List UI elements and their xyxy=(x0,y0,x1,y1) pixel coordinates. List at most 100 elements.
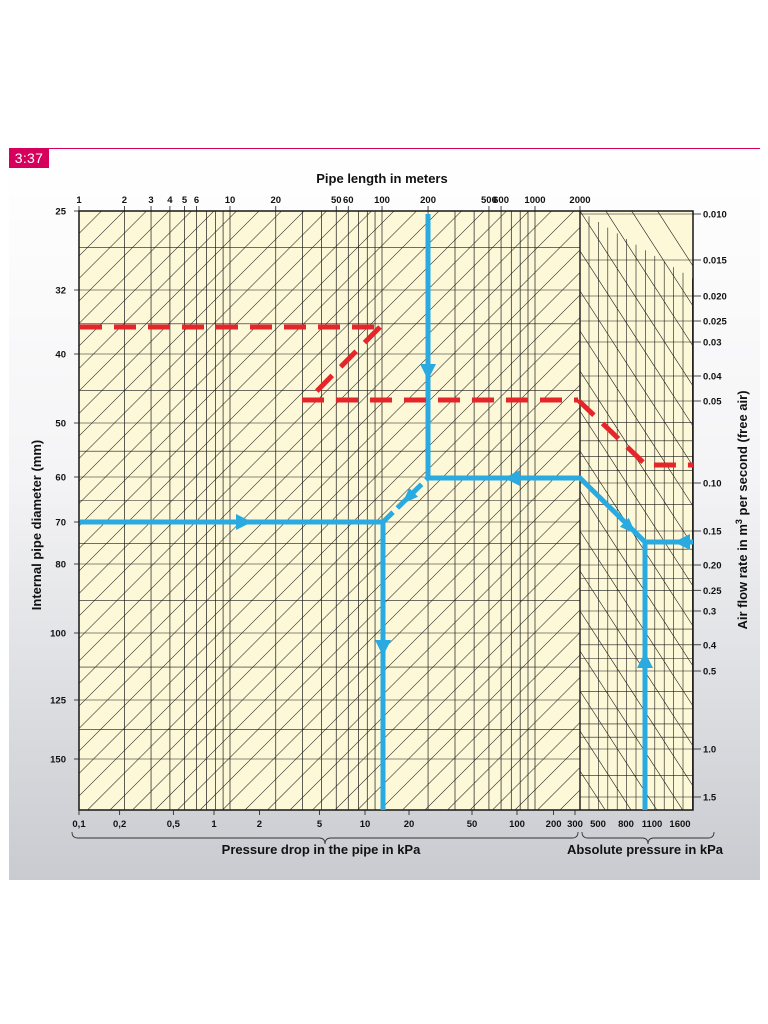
grid-line-diagonal xyxy=(199,429,580,810)
tick-label-pressure-drop: 0,2 xyxy=(113,819,126,830)
grid-line-diagonal-right xyxy=(580,290,693,467)
grid-line-diagonal xyxy=(79,211,507,639)
tick-label-length: 2000 xyxy=(569,195,590,206)
grid-line-diagonal xyxy=(79,211,170,302)
grid-line-diagonal-right xyxy=(580,330,693,507)
tick-label-abs-pressure: 1600 xyxy=(669,819,690,830)
tick-label-pressure-drop: 100 xyxy=(509,819,525,830)
tick-label-flow: 1.5 xyxy=(703,793,717,804)
grid-line-diagonal xyxy=(334,564,580,810)
tick-label-length: 2 xyxy=(122,195,127,206)
tick-label-pressure-drop: 200 xyxy=(546,819,562,830)
grid-line-diagonal xyxy=(79,227,580,729)
grid-frame xyxy=(78,210,694,811)
grid-line-diagonal xyxy=(79,211,282,414)
grid-line-diagonal xyxy=(79,211,192,324)
grid-line-diagonal xyxy=(244,474,580,810)
grid-background xyxy=(78,210,694,811)
grid-line-diagonal xyxy=(312,542,580,810)
tick-label-flow: 0.10 xyxy=(703,479,722,490)
grid-line-diagonal xyxy=(79,211,395,527)
grid-line-diagonal xyxy=(79,211,350,482)
tick-label-pressure-drop: 20 xyxy=(404,819,415,830)
blue-arrow-up-abs xyxy=(637,652,653,668)
grid-line-diagonal-right xyxy=(580,650,684,810)
grid-line-diagonal xyxy=(79,249,580,752)
grid-line-diagonal xyxy=(424,654,580,810)
grid-line-diagonal xyxy=(79,211,462,594)
brace-pressure-drop xyxy=(71,831,579,845)
grid-line-diagonal xyxy=(79,211,215,347)
tick-label-abs-pressure: 1100 xyxy=(642,819,663,830)
grid-line-diagonal xyxy=(79,211,440,572)
tick-label-flow: 0.025 xyxy=(703,317,727,328)
tick-label-diameter: 80 xyxy=(55,560,66,571)
tick-label-diameter: 40 xyxy=(55,350,66,361)
figure-number-badge: 3:37 xyxy=(9,149,49,168)
blue-arrow-down-pressure xyxy=(375,640,391,656)
tick-label-pressure-drop: 0,5 xyxy=(167,819,181,830)
tick-label-diameter: 25 xyxy=(55,207,66,218)
y-axis-label-right-sup: 3 xyxy=(734,519,744,524)
grid-line-diagonal xyxy=(447,677,580,810)
tick-label-flow: 0.015 xyxy=(703,256,727,267)
grid-line-diagonal xyxy=(79,211,552,684)
grid-line-diagonal xyxy=(379,609,580,810)
grid-line-diagonal xyxy=(79,211,260,392)
tick-label-length: 60 xyxy=(343,195,354,206)
grid-line-diagonal-right xyxy=(580,730,632,810)
tick-label-flow: 0.3 xyxy=(703,607,716,618)
grid-line-diagonal xyxy=(79,211,530,662)
tick-label-pressure-drop: 50 xyxy=(467,819,478,830)
grid-line-diagonal xyxy=(177,407,580,810)
tick-label-flow: 0.03 xyxy=(703,338,722,349)
tick-label-flow: 0.25 xyxy=(703,586,722,597)
tick-label-diameter: 60 xyxy=(55,473,66,484)
blue-arrow-left-flow xyxy=(504,470,520,486)
grid-line-diagonal-right xyxy=(580,690,658,810)
tick-label-flow: 1.0 xyxy=(703,745,716,756)
tick-label-pressure-drop: 0,1 xyxy=(72,819,86,830)
grid-line-diagonal xyxy=(79,211,237,369)
grid-line-diagonal xyxy=(267,497,580,810)
y-axis-label-right: Air flow rate in m3 per second (free air… xyxy=(734,390,750,629)
grid-line-diagonal-right xyxy=(580,410,693,587)
tick-label-abs-pressure: 800 xyxy=(618,819,634,830)
grid-line-diagonal xyxy=(0,170,30,810)
grid-line-diagonal xyxy=(79,294,580,797)
grid-line-diagonal xyxy=(79,211,372,504)
tick-label-flow: 0.15 xyxy=(703,527,722,538)
grid-line-diagonal-right xyxy=(657,211,693,267)
blue-arrow-left-right xyxy=(674,534,690,550)
red-path-diagonal xyxy=(306,325,382,402)
blue-arrow-diagonal xyxy=(402,488,418,504)
grid-line-diagonal-right xyxy=(580,570,693,747)
tick-label-flow: 0.04 xyxy=(703,372,722,383)
grid-line-diagonal-right xyxy=(580,490,693,667)
grid-line-diagonal xyxy=(79,211,575,707)
brace-abs-pressure xyxy=(581,831,715,845)
tick-label-flow: 0.20 xyxy=(703,561,722,572)
grid-line-diagonal xyxy=(79,211,327,459)
grid-line-diagonal xyxy=(222,452,580,810)
tick-label-flow: 0.5 xyxy=(703,667,717,678)
grid-line-diagonal xyxy=(79,211,485,617)
tick-label-pressure-drop: 10 xyxy=(360,819,371,830)
tick-label-flow: 0.020 xyxy=(703,292,727,303)
tick-label-length: 100 xyxy=(374,195,390,206)
tick-label-diameter: 70 xyxy=(55,518,66,529)
grid-line-diagonal xyxy=(87,317,580,810)
x-axis-label-right: Absolute pressure in kPa xyxy=(567,842,724,857)
y-axis-label-right-part1: Air flow rate in m xyxy=(735,524,750,629)
blue-arrow-right-diameter xyxy=(236,514,252,530)
grid-line-diagonal-right xyxy=(580,450,693,627)
grid-line-diagonal xyxy=(357,587,580,810)
y-axis-label-right-part2: per second (free air) xyxy=(735,390,750,519)
tick-label-length: 1 xyxy=(76,195,82,206)
tick-label-length: 500 xyxy=(481,195,497,206)
grid-line-diagonal xyxy=(132,362,580,810)
grid-line-diagonal xyxy=(0,170,8,810)
grid-line-diagonal xyxy=(79,211,417,549)
tick-label-diameter: 32 xyxy=(55,286,66,297)
